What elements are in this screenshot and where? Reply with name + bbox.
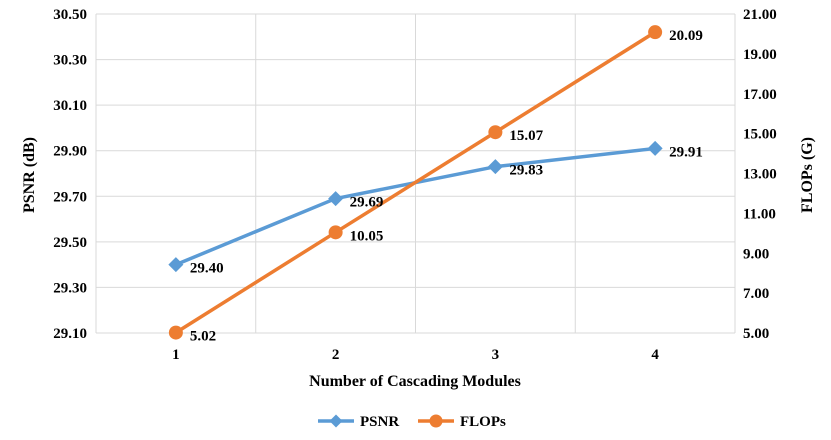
right-tick-label: 13.00 — [743, 167, 777, 183]
flops-point — [168, 325, 183, 340]
right-axis-ticks: 5.00 7.00 9.00 11.00 13.00 15.00 17.00 19.00 21.… — [743, 7, 777, 342]
psnr-point — [328, 191, 344, 207]
x-axis-title: Number of Cascading Modules — [309, 373, 521, 390]
left-tick-label: 29.50 — [53, 235, 87, 251]
right-tick-label: 5.00 — [743, 326, 769, 342]
flops-point — [328, 225, 343, 240]
left-tick-label: 29.10 — [53, 326, 87, 342]
psnr-data-label: 29.69 — [350, 195, 384, 211]
psnr-data-label: 29.40 — [190, 261, 224, 277]
left-axis-title: PSNR (dB) — [21, 137, 38, 213]
right-tick-label: 11.00 — [743, 206, 776, 222]
flops-data-label: 20.09 — [669, 28, 703, 44]
flops-data-label: 5.02 — [190, 329, 216, 345]
legend: PSNR FLOPs — [318, 414, 506, 430]
left-tick-label: 30.10 — [53, 98, 87, 114]
x-tick-label: 1 — [172, 347, 180, 363]
legend-flops-label: FLOPs — [460, 414, 506, 430]
data-labels: 29.40 29.69 29.83 29.91 5.02 10.05 15.07 20.09 — [190, 28, 703, 344]
series — [168, 25, 663, 340]
flops-data-label: 10.05 — [350, 228, 384, 244]
left-tick-label: 30.50 — [53, 7, 87, 23]
psnr-point — [168, 257, 184, 273]
legend-flops-marker — [429, 414, 443, 428]
left-tick-label: 30.30 — [53, 53, 87, 69]
legend-psnr-label: PSNR — [360, 414, 399, 430]
flops-line — [174, 30, 657, 335]
right-tick-label: 21.00 — [743, 7, 777, 23]
right-tick-label: 9.00 — [743, 246, 769, 262]
left-axis-ticks: 29.10 29.30 29.50 29.70 29.90 30.10 30.30 30.50 — [53, 7, 87, 342]
psnr-data-label: 29.91 — [669, 144, 703, 160]
flops-point — [648, 25, 663, 40]
x-tick-label: 4 — [651, 347, 659, 363]
flops-point — [488, 125, 503, 140]
right-tick-label: 17.00 — [743, 87, 777, 103]
psnr-point — [487, 159, 503, 175]
x-axis-ticks: 1 2 3 4 — [172, 347, 659, 363]
flops-data-label: 15.07 — [509, 128, 543, 144]
psnr-data-label: 29.83 — [509, 163, 543, 179]
right-axis-title: FLOPs (G) — [799, 137, 816, 213]
left-tick-label: 29.90 — [53, 144, 87, 160]
left-tick-label: 29.30 — [53, 280, 87, 296]
left-tick-label: 29.70 — [53, 189, 87, 205]
x-tick-label: 3 — [492, 347, 500, 363]
right-tick-label: 7.00 — [743, 286, 769, 302]
right-tick-label: 15.00 — [743, 127, 777, 143]
psnr-point — [647, 140, 663, 156]
right-tick-label: 19.00 — [743, 47, 777, 63]
x-tick-label: 2 — [332, 347, 340, 363]
legend-psnr-marker — [329, 414, 343, 428]
grid — [95, 13, 736, 334]
